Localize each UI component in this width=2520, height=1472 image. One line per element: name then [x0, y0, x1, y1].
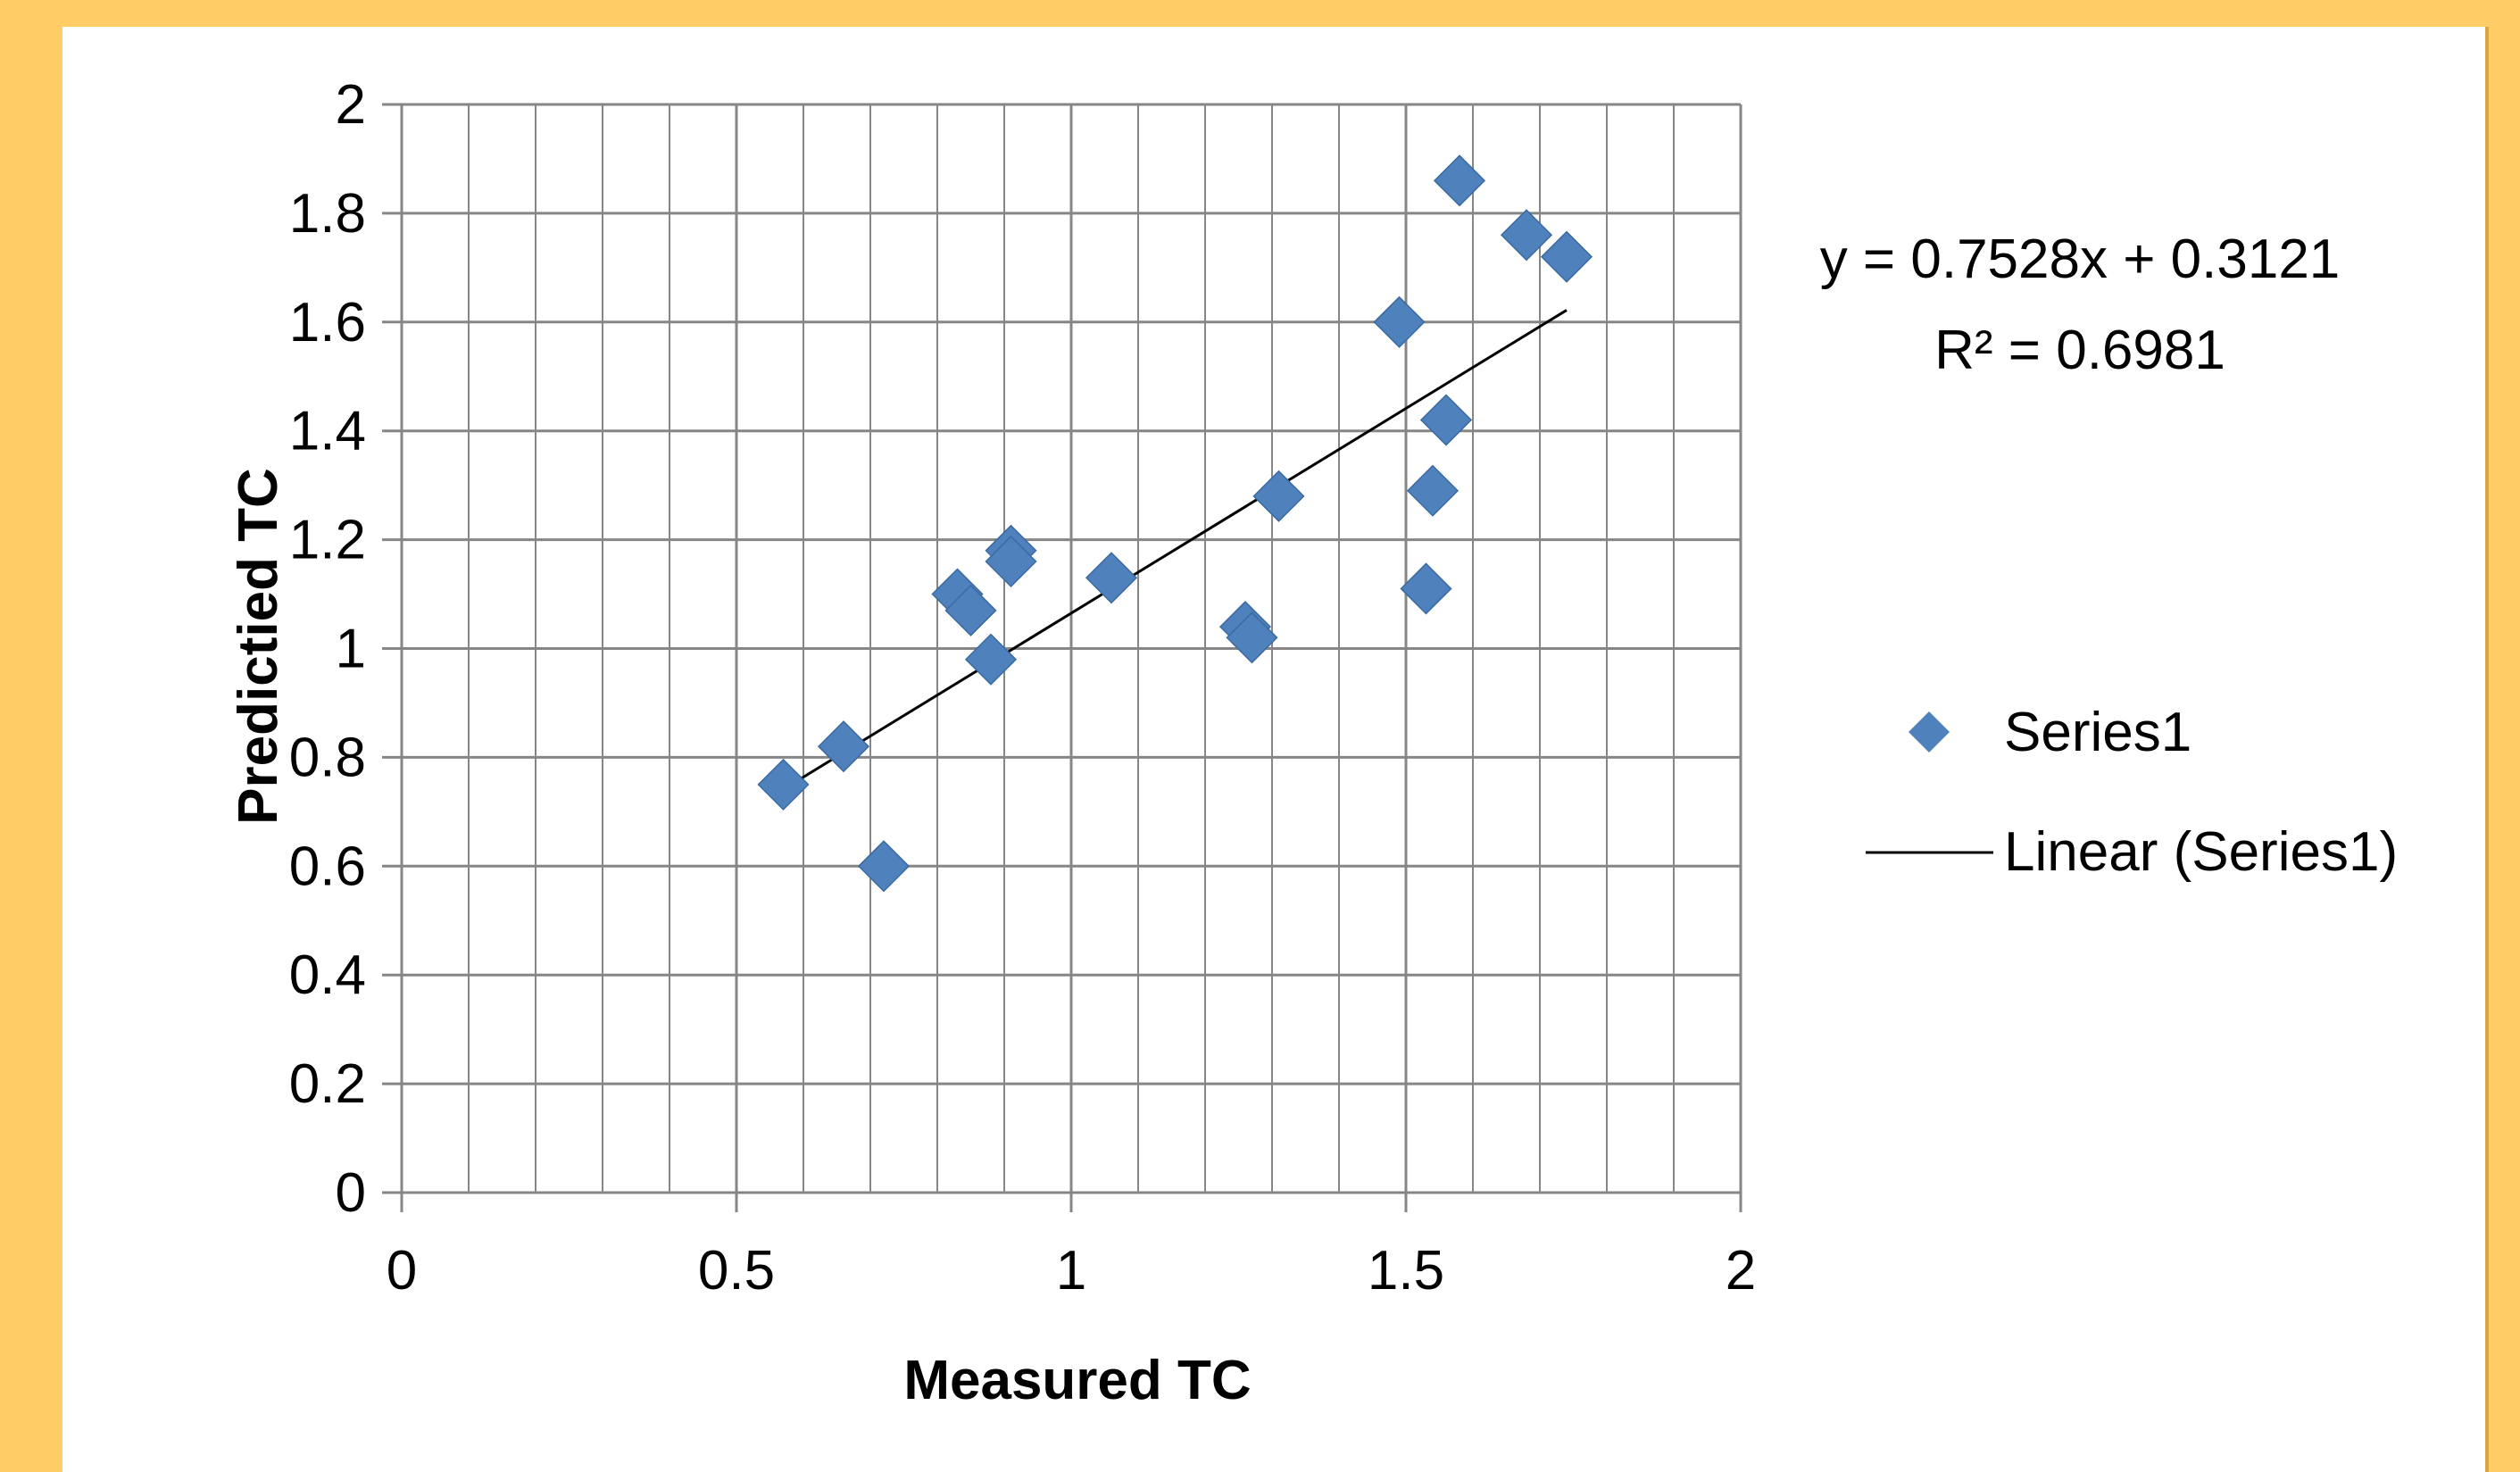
data-point-diamond: [817, 720, 870, 773]
data-point-diamond: [857, 840, 911, 893]
y-tick-label: 1.4: [289, 401, 366, 462]
legend: Series1 Linear (Series1): [1866, 702, 2398, 883]
x-tick-label: 0.5: [698, 1240, 775, 1302]
y-tick-label: 0.6: [289, 836, 366, 897]
data-point-diamond: [757, 758, 810, 811]
trendline-equation: y = 0.7528x + 0.3121: [1820, 229, 2341, 290]
data-point-diamond: [1400, 562, 1452, 615]
chart-panel: 0 0.2 0.4 0.6 0.8 1 1.2 1.4 1.6 1.8 2 0 0.5 1 1.5 2 Mea…: [62, 27, 2489, 1472]
y-tick-label: 1.2: [289, 510, 366, 571]
x-tick-label: 2: [1726, 1240, 1756, 1302]
y-tick-label: 2: [336, 74, 366, 136]
legend-entry-linear: Linear (Series1): [1866, 821, 2398, 883]
data-point-diamond: [1085, 552, 1138, 604]
data-point-diamond: [1252, 470, 1305, 522]
trendline: [782, 309, 1568, 791]
y-tick-label: 1.8: [289, 183, 366, 245]
y-axis-title: Predictied TC: [228, 468, 289, 825]
y-tick-label: 1: [336, 619, 366, 680]
y-tick-label: 0.4: [289, 944, 366, 1006]
data-points: [757, 154, 1593, 893]
data-point-diamond: [1226, 611, 1278, 664]
y-tick-label: 0: [336, 1162, 366, 1224]
data-point-diamond: [964, 633, 1018, 686]
trendline-r-squared: R² = 0.6981: [1934, 320, 2225, 381]
y-tick-label: 1.6: [289, 292, 366, 353]
legend-label-series1: Series1: [2004, 702, 2191, 763]
y-tick-label: 0.2: [289, 1053, 366, 1115]
data-point-diamond: [1500, 209, 1553, 262]
data-point-diamond: [1433, 154, 1486, 207]
trendline-label: y = 0.7528x + 0.3121 R² = 0.6981: [1820, 229, 2341, 381]
x-tick-label: 1.5: [1368, 1240, 1444, 1302]
data-point-diamond: [1540, 230, 1593, 283]
y-tick-label: 0.8: [289, 727, 366, 788]
grid: [382, 103, 1742, 1212]
data-point-diamond: [1373, 295, 1426, 348]
data-point-diamond: [985, 535, 1037, 588]
x-axis-title: Measured TC: [903, 1350, 1251, 1411]
trendline-layer: [782, 309, 1568, 791]
data-point-diamond: [944, 584, 997, 636]
legend-entry-series1: Series1: [1909, 702, 2191, 763]
scatter-chart: 0 0.2 0.4 0.6 0.8 1 1.2 1.4 1.6 1.8 2 0 0.5 1 1.5 2 Mea…: [228, 74, 2398, 1411]
data-point-diamond: [1419, 394, 1473, 446]
x-tick-label: 1: [1056, 1240, 1086, 1302]
tick-labels: 0 0.2 0.4 0.6 0.8 1 1.2 1.4 1.6 1.8 2 0 0.5 1 1.5 2: [289, 74, 1756, 1302]
data-point-diamond: [1406, 464, 1460, 517]
x-tick-label: 0: [387, 1240, 417, 1302]
legend-diamond-marker: [1909, 711, 1950, 753]
legend-label-linear: Linear (Series1): [2004, 821, 2398, 883]
